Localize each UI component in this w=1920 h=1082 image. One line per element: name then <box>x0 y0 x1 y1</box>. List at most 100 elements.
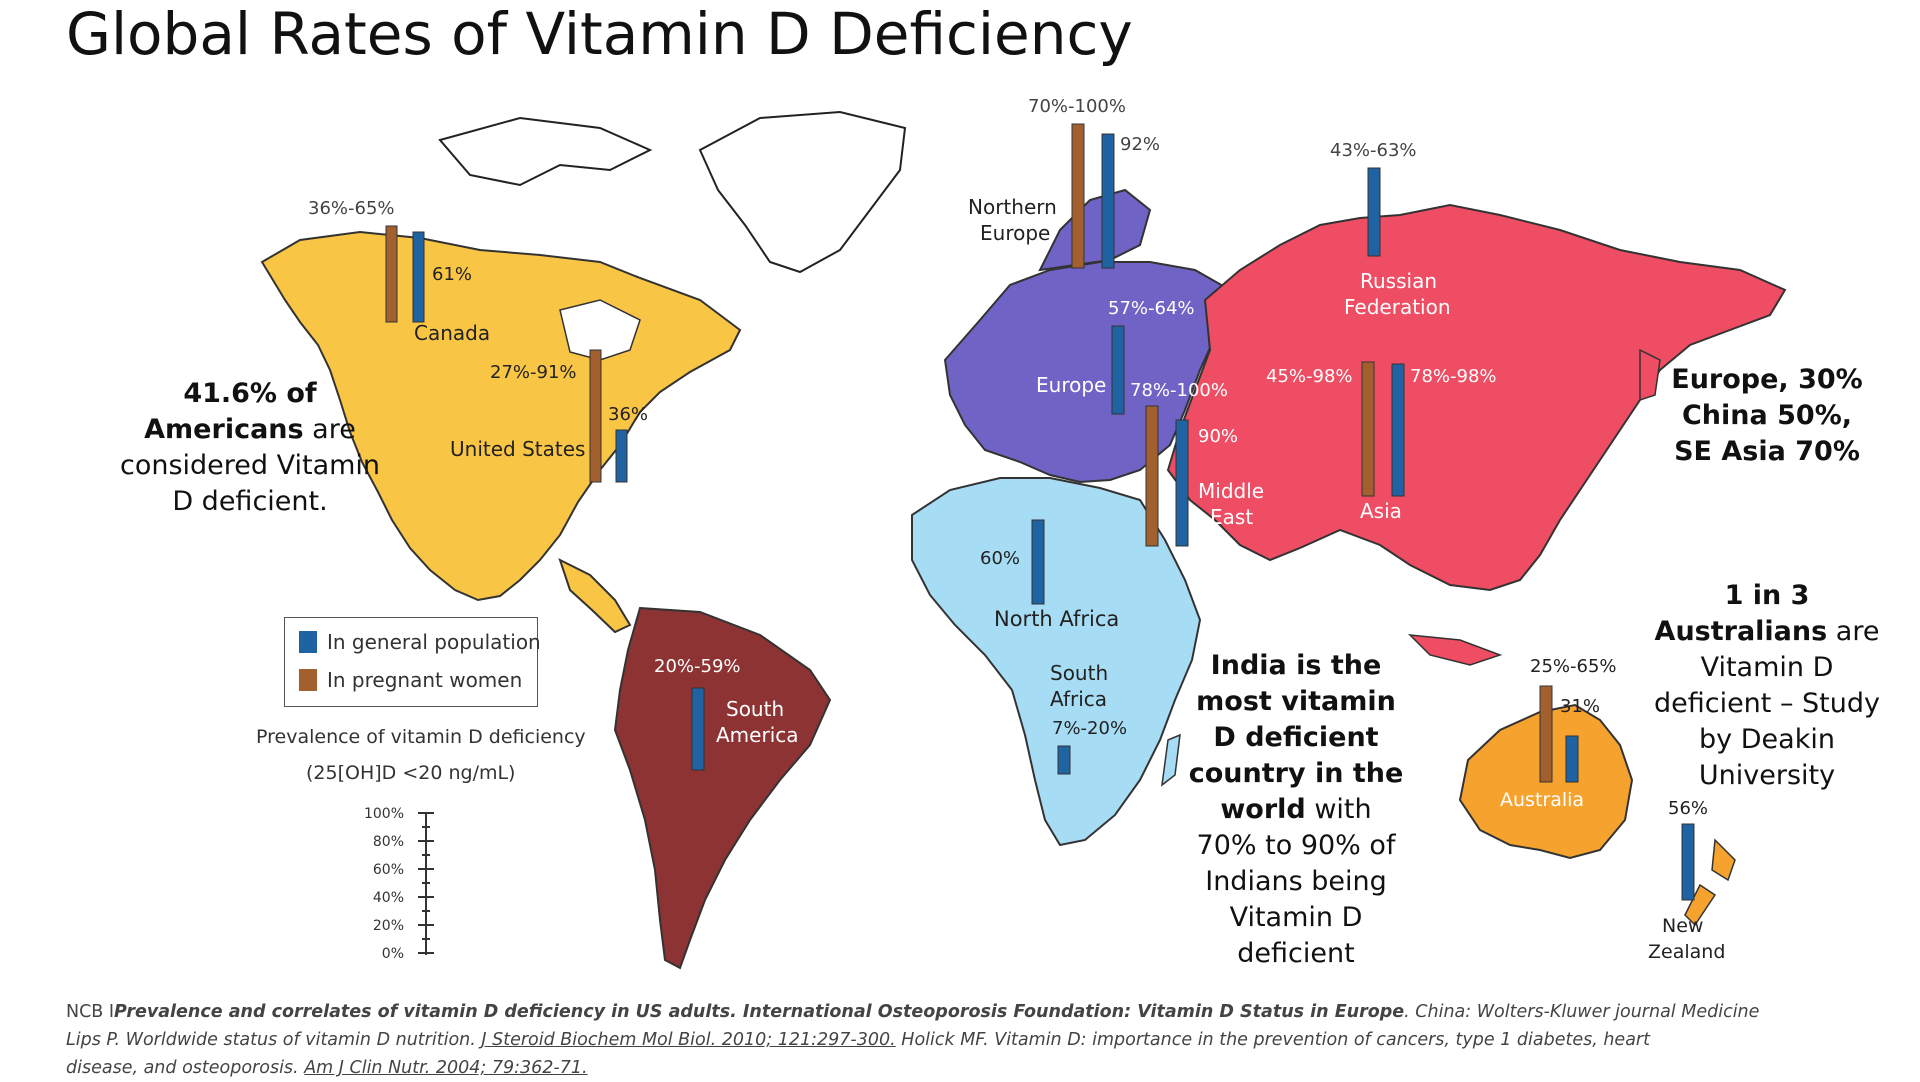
middle-east-general-bar <box>1175 419 1189 547</box>
australians-line5: by Deakin <box>1699 724 1835 755</box>
new-zealand-label-2: Zealand <box>1648 941 1725 963</box>
europe-china-callout: Europe, 30% China 50%, SE Asia 70% <box>1652 362 1882 470</box>
south-africa-label-2: Africa <box>1050 687 1107 711</box>
pregnant-swatch <box>299 669 317 691</box>
india-line5-rest: with <box>1305 794 1372 825</box>
india-line3: D deficient <box>1213 722 1379 753</box>
russian-federation-label-1: Russian <box>1360 269 1437 293</box>
scale-40: 40% <box>373 890 404 906</box>
prevalence-caption-1: Prevalence of vitamin D deficiency <box>256 726 586 748</box>
northern-europe-general-bar <box>1101 133 1115 269</box>
india-line1: India is the <box>1210 650 1382 681</box>
new-zealand-shape <box>1711 838 1736 882</box>
northern-europe-general-value: 92% <box>1120 134 1160 155</box>
asia-pregnant-value: 45%-98% <box>1266 366 1353 387</box>
russia-general-bar <box>1367 167 1381 257</box>
south-america-label-2: America <box>716 723 799 747</box>
africa-shape <box>911 477 1202 847</box>
map-legend: In general population In pregnant women <box>284 617 541 707</box>
citation-link-1[interactable]: J Steroid Biochem Mol Biol. 2010; 121:29… <box>481 1030 896 1050</box>
americans-callout-bold: Americans <box>144 414 304 445</box>
south-africa-general-value: 7%-20% <box>1052 718 1127 739</box>
south-america-general-bar <box>691 687 705 771</box>
north-africa-general-bar <box>1031 519 1045 605</box>
india-callout: India is the most vitamin D deficient co… <box>1176 648 1416 972</box>
bars <box>385 123 1695 901</box>
middle-east-pregnant-bar <box>1145 405 1159 547</box>
prevalence-scale: 100% 80% 60% 40% 20% 0% <box>364 806 434 962</box>
australians-line6: University <box>1698 760 1836 791</box>
northern-europe-pregnant-bar <box>1071 123 1085 269</box>
russian-federation-label-2: Federation <box>1344 295 1451 319</box>
canada-general-bar <box>412 231 425 323</box>
new-zealand-general-value: 56% <box>1668 798 1708 819</box>
middle-east-label-2: East <box>1210 505 1253 529</box>
asia-pregnant-bar <box>1361 361 1375 497</box>
legend-general-row: In general population <box>299 630 541 654</box>
us-general-bar <box>615 429 628 483</box>
asia-shape <box>1166 203 1787 592</box>
europe-label: Europe <box>1036 373 1106 397</box>
americans-callout-rest: are <box>303 414 356 445</box>
north-africa-general-value: 60% <box>980 548 1020 569</box>
us-pregnant-bar <box>589 349 602 483</box>
canada-general-value: 61% <box>432 264 472 285</box>
northern-europe-pregnant-value: 70%-100% <box>1028 96 1126 117</box>
asia-label: Asia <box>1360 499 1402 523</box>
americans-callout-line4: D deficient. <box>172 486 328 517</box>
scale-100: 100% <box>364 806 404 822</box>
americans-callout-line3: considered Vitamin <box>119 450 381 481</box>
legend-general-label: In general population <box>327 630 541 654</box>
australians-line4: deficient – Study <box>1653 688 1881 719</box>
australia-pregnant-value: 25%-65% <box>1530 656 1617 677</box>
india-line9: deficient <box>1237 938 1355 969</box>
legend-pregnant-label: In pregnant women <box>327 668 523 692</box>
se-asia-islands-shape <box>1407 634 1503 666</box>
india-line6: 70% to 90% of <box>1196 830 1396 861</box>
citation-line1: NCB IPrevalence and correlates of vitami… <box>66 1002 1760 1022</box>
europe-general-value: 57%-64% <box>1108 298 1195 319</box>
asia-general-bar <box>1391 363 1405 497</box>
scale-0: 0% <box>382 946 404 962</box>
middle-east-pregnant-value: 78%-100% <box>1130 380 1228 401</box>
japan-shape <box>1639 348 1661 402</box>
india-line5-bold: world <box>1220 794 1306 825</box>
americans-callout-line1: 41.6% of <box>183 378 317 409</box>
south-america-label-1: South <box>726 697 784 721</box>
australia-general-value: 31% <box>1560 696 1600 717</box>
madagascar-shape <box>1161 733 1181 787</box>
south-america-shape <box>613 606 832 970</box>
south-america-general-value: 20%-59% <box>654 656 741 677</box>
citation-link-2[interactable]: Am J Clin Nutr. 2004; 79:362-71. <box>304 1058 588 1078</box>
citation-text: NCB IPrevalence and correlates of vitami… <box>66 998 1866 1082</box>
prevalence-caption-2: (25[OH]D <20 ng/mL) <box>306 762 516 784</box>
arctic-islands-shape <box>438 116 653 187</box>
australia-pregnant-bar <box>1539 685 1553 783</box>
scale-80: 80% <box>373 834 404 850</box>
north-africa-label: North Africa <box>994 607 1119 631</box>
hudson-bay-shape <box>559 299 641 361</box>
europe-china-line1: Europe, 30% <box>1671 364 1863 395</box>
europe-china-line3: SE Asia 70% <box>1674 436 1860 467</box>
canada-label: Canada <box>414 321 490 345</box>
middle-east-general-value: 90% <box>1198 426 1238 447</box>
legend-pregnant-row: In pregnant women <box>299 668 522 692</box>
citation-line2: Lips P. Worldwide status of vitamin D nu… <box>66 1030 1650 1050</box>
new-zealand-label-1: New <box>1662 915 1703 937</box>
india-line8: Vitamin D <box>1229 902 1363 933</box>
europe-shape <box>943 261 1232 484</box>
india-line7: Indians being <box>1205 866 1387 897</box>
south-africa-general-bar <box>1057 745 1071 775</box>
india-line2: most vitamin <box>1196 686 1396 717</box>
india-line4: country in the <box>1188 758 1404 789</box>
middle-east-label-1: Middle <box>1198 479 1264 503</box>
europe-general-bar <box>1111 325 1125 415</box>
canada-pregnant-bar <box>385 225 398 323</box>
asia-general-value: 78%-98% <box>1410 366 1497 387</box>
scale-20: 20% <box>373 918 404 934</box>
south-africa-label-1: South <box>1050 661 1108 685</box>
americans-callout: 41.6% of Americans are considered Vitami… <box>100 376 400 520</box>
australians-line3: Vitamin D <box>1700 652 1834 683</box>
general-swatch <box>299 631 317 653</box>
